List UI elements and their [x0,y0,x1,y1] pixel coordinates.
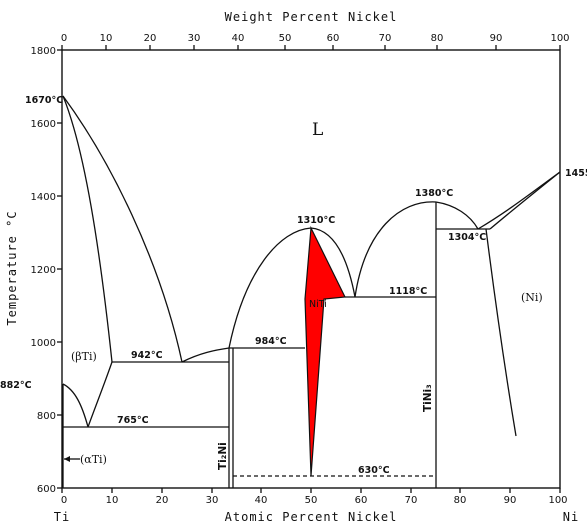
left-axis-title: Temperature °C [5,210,19,325]
solidus-beta-ti [62,95,113,363]
bottom-tick-label: 70 [405,495,418,506]
left-tick-label: 1600 [31,119,56,130]
liquidus-ni-side [477,171,561,230]
phase-label-beta-ti: (βTi) [71,350,97,363]
liquidus-tini3-left [354,201,437,298]
beta-transus-right [87,361,113,428]
top-tick-label: 50 [279,33,292,44]
annotation-1118: 1118°C [389,286,427,297]
annotation-1455: 1455 [565,168,587,179]
bottom-tick-label: 0 [61,495,67,506]
phase-label-ni: (Ni) [521,291,543,304]
ni-solvus [485,228,517,437]
top-tick-label: 100 [550,33,569,44]
phase-label-niti: NiTi [309,299,327,310]
alpha-ti-arrow-head [64,456,70,462]
top-tick-label: 80 [431,33,444,44]
left-tick-label: 1400 [31,192,56,203]
bottom-tick-label: 80 [454,495,467,506]
annotation-984: 984°C [255,336,287,347]
top-tick-label: 20 [144,33,157,44]
bottom-tick-label: 40 [255,495,268,506]
top-tick-label: 70 [379,33,392,44]
top-tick-label: 60 [327,33,340,44]
top-tick-label: 30 [188,33,201,44]
bottom-axis-ticks [61,488,561,493]
phase-label-liquid: L [312,120,323,140]
liquidus-tini3-right [435,201,479,230]
liquidus-niti-left [228,227,312,349]
annotation-882: 882°C [0,380,32,391]
left-tick-label: 1800 [31,46,56,57]
annotation-1310: 1310°C [297,215,335,226]
phase-label-tini3: TiNi₃ [422,384,434,412]
element-ti-label: Ti [54,510,70,524]
top-tick-label: 0 [61,33,67,44]
left-tick-label: 1200 [31,265,56,276]
bottom-tick-label: 100 [548,495,567,506]
annotation-1670: 1670°C [25,95,63,106]
niti-phase-region [304,225,346,477]
phase-boundaries [62,95,561,488]
left-tick-label: 800 [37,411,56,422]
liquidus-ti2ni [181,347,230,363]
bottom-tick-label: 60 [355,495,368,506]
annotation-630: 630°C [358,465,390,476]
bottom-tick-label: 20 [156,495,169,506]
left-tick-label: 1000 [31,338,56,349]
top-tick-label: 10 [100,33,113,44]
annotation-1304: 1304°C [448,232,486,243]
top-tick-label: 90 [490,33,503,44]
liquidus-ti-side [62,95,183,363]
bottom-tick-label: 50 [305,495,318,506]
liquidus-niti-right [310,227,356,298]
left-tick-label: 600 [37,484,56,495]
solidus-ni-side [489,171,561,230]
top-tick-label: 40 [232,33,245,44]
beta-transus-left [62,383,89,428]
annotation-765: 765°C [117,415,149,426]
bottom-tick-label: 10 [106,495,119,506]
annotation-942: 942°C [131,350,163,361]
left-axis-ticks [57,49,62,489]
element-ni-label: Ni [563,510,579,524]
bottom-axis-title: Atomic Percent Nickel [225,510,398,524]
bottom-tick-label: 30 [206,495,219,506]
top-axis-title: Weight Percent Nickel [225,10,398,24]
phase-label-alpha-ti: (αTi) [80,453,107,466]
bottom-tick-label: 90 [504,495,517,506]
phase-label-ti2ni: Ti₂Ni [217,442,229,470]
annotation-1380: 1380°C [415,188,453,199]
top-axis-ticks [61,45,561,50]
